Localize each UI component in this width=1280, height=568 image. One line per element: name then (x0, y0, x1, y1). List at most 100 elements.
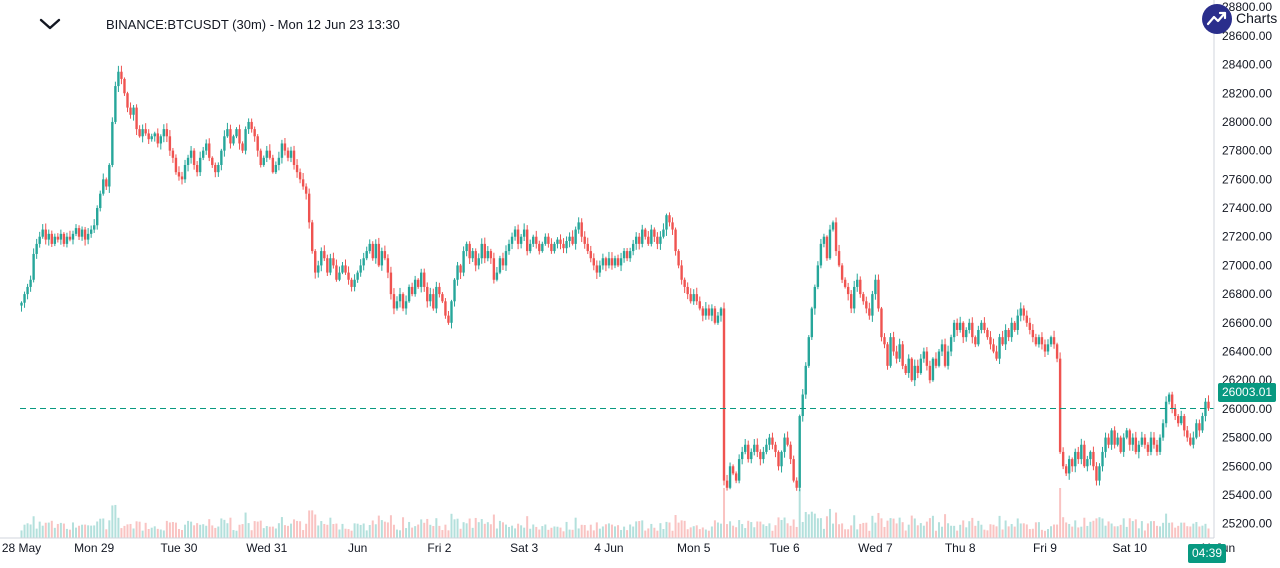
volume-bar (974, 525, 977, 538)
volume-bar (232, 530, 235, 538)
volume-bar (729, 521, 732, 538)
volume-bar (508, 526, 511, 538)
volume-bar (822, 528, 825, 538)
candle (1028, 317, 1032, 335)
volume-bar (604, 524, 607, 538)
candle (1101, 446, 1104, 472)
volume-bar (910, 515, 913, 538)
volume-bar (20, 530, 23, 538)
volume-bar (1195, 522, 1198, 538)
volume-bar (832, 523, 835, 538)
volume-bar (90, 525, 93, 538)
volume-bar (187, 520, 190, 538)
price-tick-label: 25600.00 (1222, 459, 1272, 473)
volume-bar (450, 513, 453, 538)
volume-bar (335, 523, 338, 538)
chevron-down-icon[interactable] (36, 12, 64, 36)
time-axis[interactable]: 28 May Mon 29 Tue 30 Wed 31 Jun Fri 2 Sat 3 4 J… (2, 541, 1280, 555)
volume-bar (102, 518, 105, 538)
volume-bar (650, 523, 653, 538)
volume-bar (420, 519, 423, 538)
price-axis[interactable]: 28800.00 28600.00 28400.00 28200.00 28000.00… (1222, 0, 1272, 530)
candle (650, 224, 653, 247)
volume-bar (462, 522, 465, 538)
volume-bar (1065, 522, 1068, 538)
candle (126, 91, 129, 113)
volume-bar (290, 523, 293, 538)
candle (810, 306, 814, 340)
volume-bar (1056, 524, 1059, 538)
volume-bar (692, 526, 695, 538)
candle (680, 260, 683, 285)
volume-bar (1034, 522, 1037, 538)
volume-bar (1004, 520, 1007, 538)
volume-bar (1043, 530, 1046, 538)
volume-bar (293, 519, 296, 538)
volume-bar (459, 528, 462, 538)
volume-bar (895, 523, 898, 538)
candle (601, 253, 605, 270)
candle (1010, 317, 1013, 342)
volume-bar (465, 523, 468, 538)
candle (80, 226, 84, 241)
candle (995, 345, 998, 361)
candle (804, 362, 807, 399)
candle (1086, 455, 1089, 472)
volume-bar (844, 529, 847, 538)
candle (668, 212, 671, 227)
candle (1107, 433, 1110, 449)
candle (877, 274, 880, 312)
candle (92, 219, 96, 233)
volume-bar (1183, 522, 1186, 538)
candle (138, 125, 141, 138)
candle (298, 168, 302, 184)
candle (913, 359, 916, 387)
candle (47, 229, 50, 246)
volume-bar (571, 529, 574, 538)
candle (868, 302, 871, 320)
volume-bar (117, 517, 120, 538)
candle (292, 145, 296, 170)
volume-bar (532, 524, 535, 538)
candle (129, 102, 132, 119)
candle (710, 304, 714, 322)
volume-bar (871, 515, 874, 538)
volume-bar (741, 524, 744, 538)
volume-bar (986, 530, 989, 538)
candle (453, 278, 456, 307)
volume-bar (783, 517, 786, 538)
candle (550, 238, 553, 254)
volume-bar (656, 530, 659, 538)
chart-logo[interactable] (1202, 4, 1232, 34)
volume-bar (389, 515, 392, 538)
volume-bar (184, 524, 187, 538)
candle (943, 338, 947, 368)
candle (1164, 396, 1168, 428)
candle (1110, 428, 1113, 450)
volume-bar (432, 526, 435, 538)
candle (1089, 450, 1092, 466)
candle (1189, 433, 1192, 447)
candle (289, 146, 293, 163)
volume-bar (356, 523, 359, 538)
candle (1055, 342, 1059, 363)
candle (980, 320, 983, 334)
volume-bar (105, 529, 108, 538)
time-tick-label: 28 May (2, 541, 41, 555)
volume-bar (529, 528, 532, 538)
volume-bar (447, 530, 450, 538)
candle (571, 230, 574, 246)
candle (734, 471, 738, 484)
candle (1140, 431, 1144, 447)
candle (295, 159, 299, 178)
candle (1067, 455, 1071, 480)
volume-bar (504, 524, 507, 538)
candle (462, 246, 465, 277)
candle (831, 220, 835, 232)
volume-bar (44, 522, 47, 538)
candle (71, 230, 75, 245)
volume-bar (971, 517, 974, 538)
candle (274, 161, 278, 175)
volume-bar (883, 526, 886, 538)
